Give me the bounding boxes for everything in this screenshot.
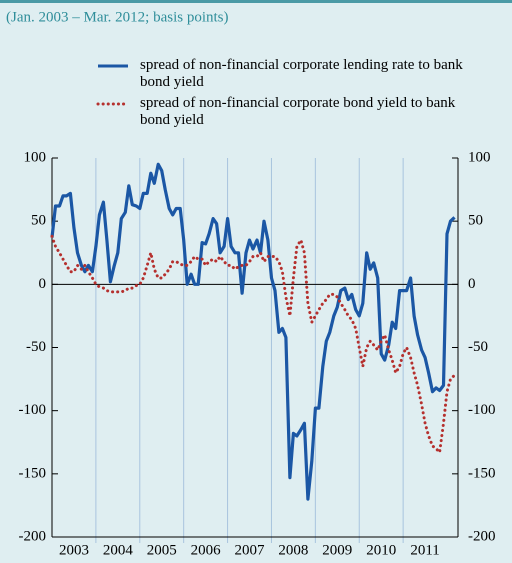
y-tick-label-right: -100 bbox=[468, 402, 496, 418]
y-tick-label-right: -50 bbox=[468, 339, 488, 355]
x-tick-label: 2005 bbox=[147, 542, 177, 558]
x-tick-label: 2007 bbox=[235, 542, 266, 558]
y-tick-label: 0 bbox=[39, 276, 47, 292]
chart-subtitle: (Jan. 2003 – Mar. 2012; basis points) bbox=[6, 9, 229, 25]
y-tick-label-right: -200 bbox=[468, 528, 496, 544]
y-tick-label-right: -150 bbox=[468, 465, 496, 481]
top-bar bbox=[0, 0, 512, 3]
x-tick-label: 2011 bbox=[410, 542, 439, 558]
series-line bbox=[50, 234, 456, 454]
y-tick-label: -50 bbox=[26, 339, 46, 355]
y-tick-label: 50 bbox=[31, 213, 46, 229]
y-tick-label: -100 bbox=[19, 402, 47, 418]
y-tick-label-right: 0 bbox=[468, 276, 476, 292]
x-tick-label: 2008 bbox=[278, 542, 308, 558]
x-tick-label: 2009 bbox=[322, 542, 352, 558]
y-tick-label: 100 bbox=[24, 149, 47, 165]
y-tick-label-right: 50 bbox=[468, 213, 483, 229]
y-tick-label: -200 bbox=[19, 528, 47, 544]
series-line bbox=[50, 162, 456, 501]
y-tick-label-right: 100 bbox=[468, 149, 491, 165]
legend-label: spread of non-financial corporate lendin… bbox=[140, 57, 463, 90]
x-tick-label: 2003 bbox=[59, 542, 89, 558]
legend-label: spread of non-financial corporate bond y… bbox=[140, 95, 456, 128]
x-tick-label: 2006 bbox=[191, 542, 222, 558]
x-tick-label: 2010 bbox=[366, 542, 396, 558]
x-tick-label: 2004 bbox=[103, 542, 134, 558]
y-tick-label: -150 bbox=[19, 465, 47, 481]
